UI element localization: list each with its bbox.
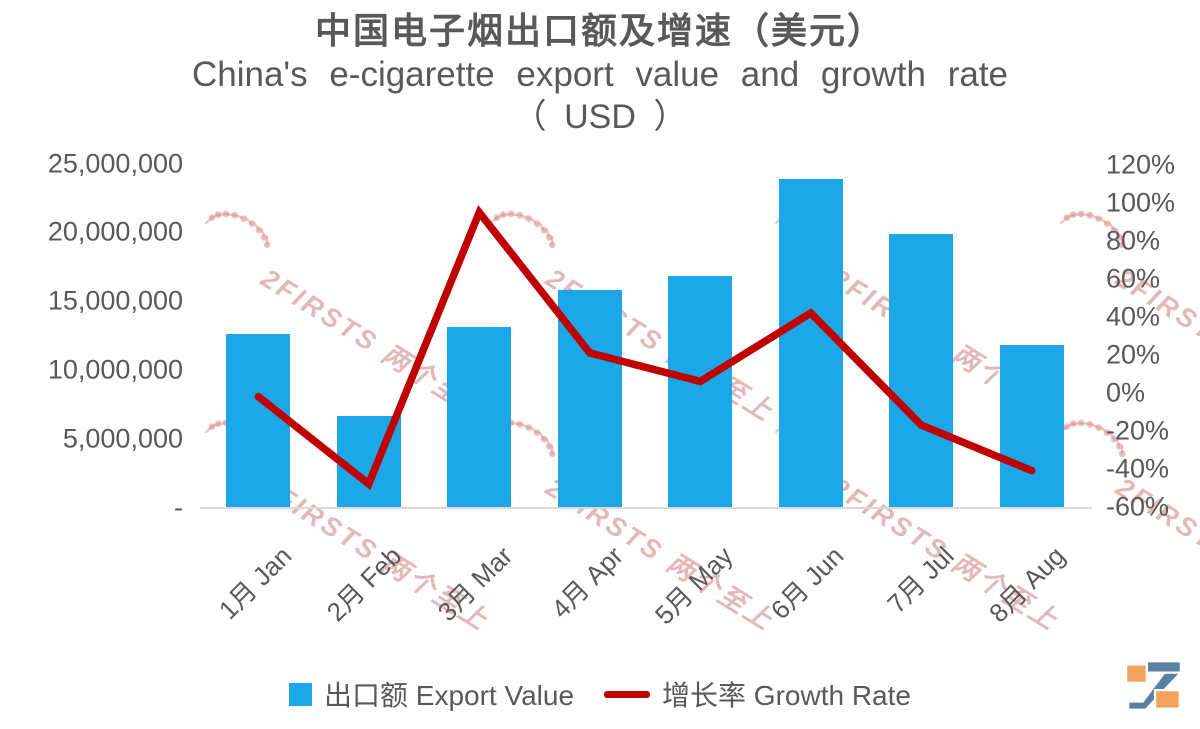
left-axis-tick: - xyxy=(174,492,183,523)
legend-bar-label: 出口额 Export Value xyxy=(324,680,575,711)
right-axis-tick: 20% xyxy=(1106,339,1161,370)
bar-3月 Mar xyxy=(447,327,512,508)
right-axis-tick: 120% xyxy=(1106,149,1176,180)
left-axis-tick: 15,000,000 xyxy=(47,285,183,316)
right-axis-tick: -60% xyxy=(1106,491,1170,522)
2firsts-logo xyxy=(1124,660,1182,711)
legend-line-label: 增长率 Growth Rate xyxy=(662,680,911,711)
bar-1月 Jan xyxy=(226,334,291,508)
left-axis-tick: 5,000,000 xyxy=(62,423,183,454)
right-axis-tick: 60% xyxy=(1106,263,1161,294)
chart-title-block: 中国电子烟出口额及增速（美元） China's e-cigarette expo… xyxy=(0,8,1200,138)
right-axis-tick: 40% xyxy=(1106,301,1161,332)
right-axis-tick: 100% xyxy=(1106,187,1176,218)
chart-title-usd: （ USD ） xyxy=(512,98,688,136)
legend-line-swatch-icon xyxy=(604,690,651,698)
logo-orange-a xyxy=(1124,663,1148,685)
chart-title-zh: 中国电子烟出口额及增速（美元） xyxy=(314,10,885,51)
left-axis-tick: 10,000,000 xyxy=(47,354,183,385)
chart-title-en: China's e-cigarette export value and gro… xyxy=(191,55,1009,94)
left-axis-tick: 20,000,000 xyxy=(47,216,183,247)
bar-6月 Jun xyxy=(778,178,843,508)
bar-8月 Aug xyxy=(999,345,1064,508)
bar-2月 Feb xyxy=(336,415,401,508)
logo-topbar xyxy=(1145,660,1182,674)
logo-orange-b xyxy=(1153,689,1181,710)
right-axis-tick: -40% xyxy=(1106,453,1170,484)
right-axis-tick: -20% xyxy=(1106,415,1170,446)
left-axis-tick: 25,000,000 xyxy=(47,148,183,178)
bar-7月 Jul xyxy=(889,233,954,508)
bar-5月 May xyxy=(668,276,733,508)
right-axis-tick: 0% xyxy=(1106,377,1146,408)
x-axis-line xyxy=(200,507,1092,509)
legend-bar-swatch-icon xyxy=(289,682,312,706)
bar-4月 Apr xyxy=(557,290,622,508)
legend: 出口额 Export Value 增长率 Growth Rate xyxy=(0,672,1200,716)
right-axis-tick: 80% xyxy=(1106,225,1161,256)
